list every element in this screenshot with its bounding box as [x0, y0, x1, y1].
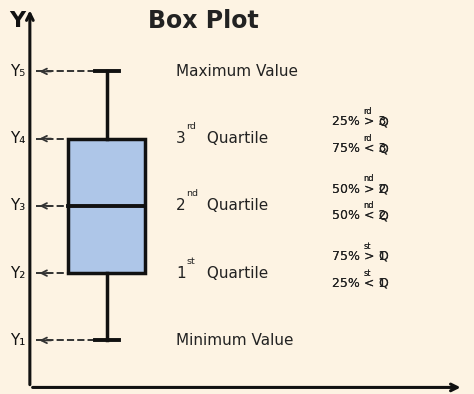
Text: st: st: [363, 269, 371, 278]
Text: nd: nd: [363, 175, 374, 184]
Text: Y₅: Y₅: [10, 64, 25, 79]
Text: Q: Q: [375, 250, 389, 263]
Text: 50% < 2: 50% < 2: [332, 210, 386, 223]
Text: Q: Q: [375, 210, 389, 223]
Text: Y₁: Y₁: [9, 333, 25, 348]
Text: Q: Q: [375, 182, 389, 195]
Text: st: st: [186, 256, 195, 266]
Text: Q: Q: [375, 115, 389, 128]
Text: 25% > 3: 25% > 3: [332, 115, 386, 128]
Text: Quartile: Quartile: [201, 131, 268, 146]
Text: st: st: [363, 242, 371, 251]
Text: 25% < 1: 25% < 1: [332, 277, 386, 290]
Text: Maximum Value: Maximum Value: [176, 64, 298, 79]
Text: st: st: [363, 242, 371, 251]
Text: Y₄: Y₄: [9, 131, 25, 146]
Text: 50% > 2: 50% > 2: [332, 182, 386, 195]
Text: 1: 1: [176, 266, 186, 281]
Text: nd: nd: [363, 175, 374, 184]
Text: Q: Q: [375, 142, 389, 155]
Text: nd: nd: [363, 201, 374, 210]
Text: 25% < 1: 25% < 1: [332, 277, 386, 290]
Text: Q: Q: [375, 210, 389, 223]
Text: Box Plot: Box Plot: [148, 9, 259, 33]
Text: rd: rd: [363, 107, 372, 116]
Text: Q: Q: [375, 142, 389, 155]
Text: nd: nd: [363, 201, 374, 210]
Text: rd: rd: [363, 107, 372, 116]
Text: 50% > 2: 50% > 2: [332, 182, 386, 195]
Text: rd: rd: [363, 134, 372, 143]
Text: Q: Q: [375, 115, 389, 128]
Text: Quartile: Quartile: [201, 199, 268, 214]
Text: 75% > 1: 75% > 1: [332, 250, 386, 263]
Text: 25% > 3: 25% > 3: [332, 115, 386, 128]
Text: 3: 3: [176, 131, 186, 146]
Text: Q: Q: [375, 277, 389, 290]
Text: rd: rd: [186, 122, 196, 131]
Text: Minimum Value: Minimum Value: [176, 333, 293, 348]
Text: Q: Q: [375, 182, 389, 195]
FancyBboxPatch shape: [30, 14, 457, 384]
Text: Y₃: Y₃: [10, 199, 25, 214]
Text: 75% > 1: 75% > 1: [332, 250, 386, 263]
Text: Q: Q: [375, 250, 389, 263]
Text: 75% < 3: 75% < 3: [332, 142, 386, 155]
Text: Y₂: Y₂: [9, 266, 25, 281]
Bar: [68, 139, 146, 273]
Text: rd: rd: [363, 134, 372, 143]
Text: 75% < 3: 75% < 3: [332, 142, 386, 155]
Text: Q: Q: [375, 277, 389, 290]
Text: 2: 2: [176, 199, 186, 214]
Text: st: st: [363, 269, 371, 278]
Text: nd: nd: [186, 189, 198, 198]
Text: 50% < 2: 50% < 2: [332, 210, 386, 223]
Text: Y: Y: [9, 11, 25, 31]
Text: Quartile: Quartile: [201, 266, 268, 281]
